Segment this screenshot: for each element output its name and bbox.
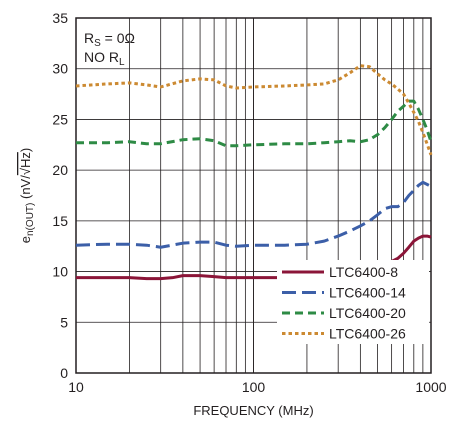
y-tick-label-7: 35 [52,10,68,26]
y-axis-label: en(OUT) (nV/√Hz) [18,148,36,243]
condition-note: RS = 0Ω NO RL [84,30,135,68]
legend: LTC6400-8 LTC6400-14 LTC6400-20 LTC6400-26 [277,260,429,344]
legend-label-2: LTC6400-14 [329,285,406,301]
y-label-units: (nV/ [18,175,33,203]
note-rs-subscript: S [94,38,101,49]
series-line-2 [75,180,432,249]
y-label-base: e [18,236,33,243]
y-label-subscript: n(OUT) [25,203,36,236]
note-rs-base: R [84,30,94,46]
tick-labels: 0 5 10 15 20 25 30 35 10 100 1000 [52,10,446,395]
note-rl-base: NO R [84,49,119,65]
y-tick-label-4: 20 [52,162,68,178]
note-rs: RS = 0Ω [84,30,135,49]
x-tick-label-1: 100 [242,379,266,395]
y-tick-label-2: 10 [52,264,68,280]
note-rs-value: = 0Ω [101,30,135,46]
x-axis-label: FREQUENCY (MHz) [193,403,313,418]
note-rl-subscript: L [119,57,125,68]
y-tick-label-3: 15 [52,213,68,229]
y-tick-label-5: 25 [52,111,68,127]
series-line-3 [76,99,433,148]
x-tick-label-0: 10 [68,379,84,395]
x-tick-label-2: 1000 [415,379,446,395]
legend-label-1: LTC6400-8 [329,264,398,280]
y-tick-label-0: 0 [60,365,68,381]
legend-label-3: LTC6400-20 [329,305,406,321]
y-label-root: √Hz [18,152,33,175]
plot-frame [75,17,432,374]
y-tick-label-6: 30 [52,61,68,77]
y-tick-label-1: 5 [60,314,68,330]
note-rl: NO RL [84,49,125,68]
y-label-close: ) [18,148,33,152]
series-line-4 [75,64,433,156]
legend-background [277,260,429,344]
legend-label-4: LTC6400-26 [329,326,406,342]
